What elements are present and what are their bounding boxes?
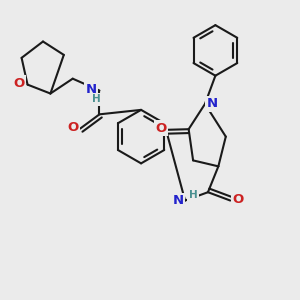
Text: H: H	[189, 190, 197, 200]
Text: O: O	[232, 193, 244, 206]
Text: H: H	[92, 94, 101, 104]
Text: O: O	[155, 122, 166, 135]
Text: O: O	[68, 121, 79, 134]
Text: N: N	[85, 82, 97, 96]
Text: O: O	[13, 76, 25, 90]
Text: N: N	[206, 98, 218, 110]
Text: N: N	[172, 194, 184, 207]
